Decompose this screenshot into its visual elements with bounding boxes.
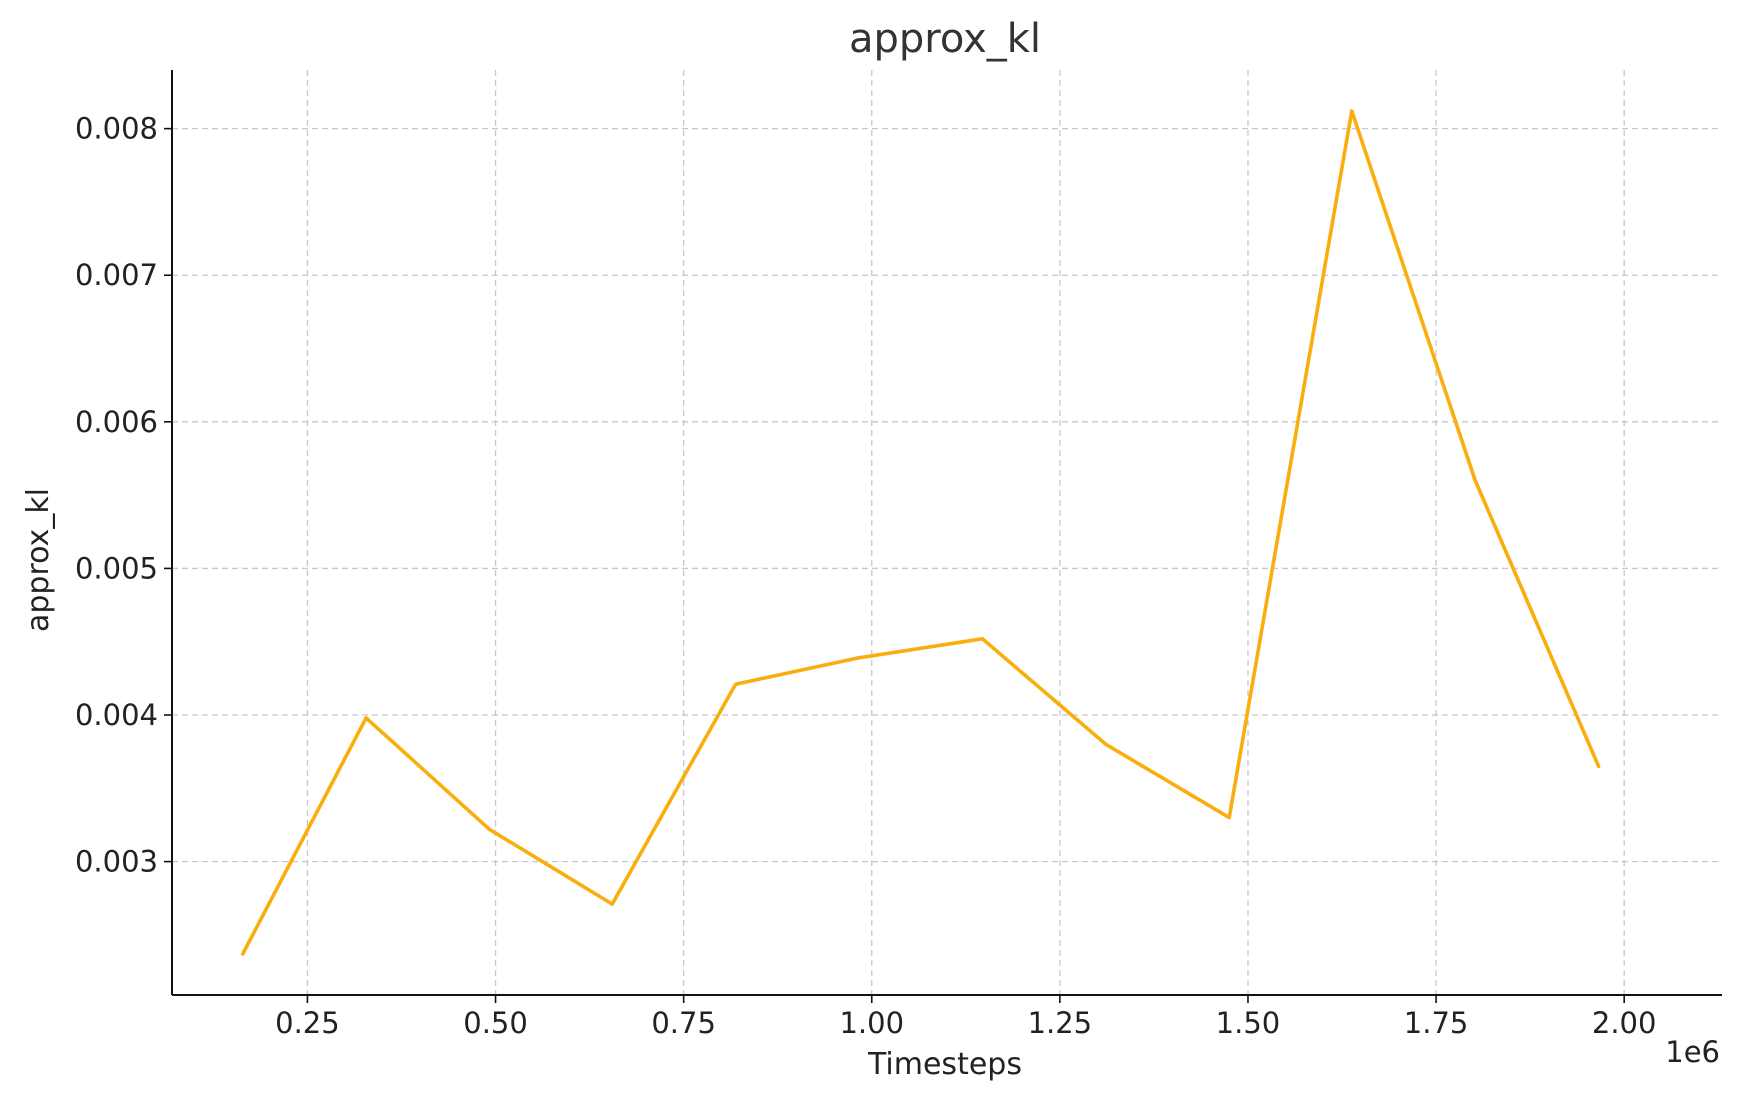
data-point: [980, 637, 984, 641]
data-point: [241, 952, 245, 956]
data-point: [734, 682, 738, 686]
x-tick-label: 2.00: [1592, 1006, 1657, 1040]
x-tick-label: 0.50: [463, 1006, 528, 1040]
series-layer: [240, 109, 1601, 956]
x-offset-label: 1e6: [1665, 1035, 1720, 1069]
x-tick-label: 1.75: [1404, 1006, 1469, 1040]
x-tick-label: 0.75: [651, 1006, 716, 1040]
x-tick-label: 1.25: [1028, 1006, 1093, 1040]
y-tick-label: 0.007: [75, 258, 158, 292]
data-point: [1597, 764, 1601, 768]
data-point: [364, 716, 368, 720]
data-point: [1104, 742, 1108, 746]
y-tick-label: 0.003: [75, 845, 158, 879]
x-tick-label: 0.25: [275, 1006, 340, 1040]
data-point: [1227, 816, 1231, 820]
data-point: [488, 827, 492, 831]
series-line: [240, 109, 1601, 956]
y-tick-label: 0.005: [75, 551, 158, 585]
y-tick-label: 0.008: [75, 112, 158, 146]
x-axis-label: Timesteps: [867, 1047, 1022, 1082]
x-tick-label: 1.50: [1216, 1006, 1281, 1040]
data-point: [1473, 478, 1477, 482]
y-tick-label: 0.004: [75, 698, 158, 732]
data-point: [610, 902, 614, 906]
labels: approx_kl Timesteps approx_kl 1e6: [21, 16, 1720, 1082]
chart-title: approx_kl: [849, 16, 1041, 62]
y-axis-label: approx_kl: [21, 488, 56, 632]
x-tick-label: 1.00: [839, 1006, 904, 1040]
data-point: [857, 656, 861, 660]
axes: 0.25 0.50 0.75 1.00 1.25 1.50 1.75 2.00 0.003 0.0…: [75, 70, 1722, 1040]
y-tick-label: 0.006: [75, 405, 158, 439]
data-point: [1350, 109, 1354, 113]
grid: [172, 70, 1722, 995]
